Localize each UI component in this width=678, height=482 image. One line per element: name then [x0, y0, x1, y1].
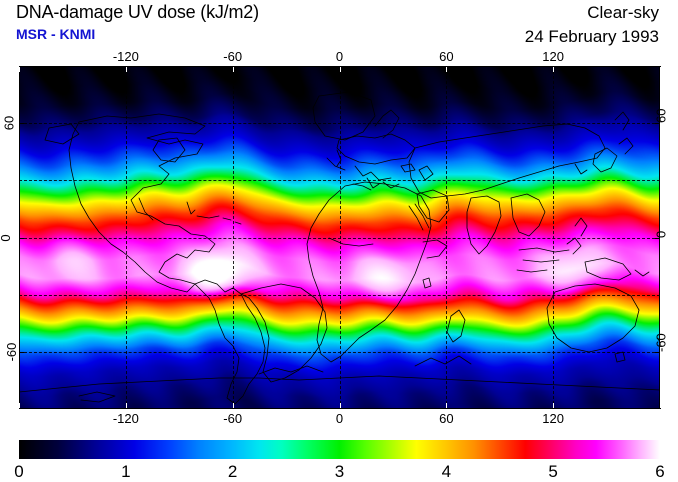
inner-tick-lon--60-bottom: [232, 403, 234, 408]
colorbar: [19, 440, 660, 459]
inner-tick-lon-0-top: [339, 67, 341, 72]
axis-label-left-0: 0: [0, 234, 13, 241]
axis-label-bottom-120: 120: [542, 411, 565, 426]
colorbar-label-5: 5: [548, 462, 558, 481]
inner-tick-lon--60-top: [232, 67, 234, 72]
date-label: 24 February 1993: [524, 27, 659, 46]
inner-tick-lon-120-bottom: [553, 403, 555, 408]
axis-label-bottom-0: 0: [335, 411, 344, 426]
tick-left--60: [19, 351, 24, 353]
inner-tick-lon-0-bottom: [339, 403, 341, 408]
inner-tick-lon--120-top: [125, 67, 127, 72]
axis-label-left-60: 60: [1, 115, 17, 131]
inner-tick-lon-60-bottom: [446, 403, 448, 408]
inner-tick-lon-120-top: [553, 67, 555, 72]
tick-right--60: [655, 351, 660, 353]
axis-label-right-60: 60: [653, 108, 669, 124]
inner-tick-lon--180-top: [19, 67, 20, 72]
axis-label-top--120: -120: [112, 49, 139, 64]
tick-left-60: [19, 123, 24, 125]
tick-right-60: [655, 123, 660, 125]
sky-condition-label: Clear-sky: [587, 3, 659, 22]
axis-label-bottom--60: -60: [223, 411, 243, 426]
colorbar-label-3: 3: [334, 462, 345, 481]
axis-label-bottom-60: 60: [439, 411, 454, 426]
axis-label-left--60: -60: [3, 342, 19, 362]
gridline-lon-0: [339, 66, 341, 409]
gridline-lon-60: [446, 66, 448, 409]
colorbar-label-2: 2: [227, 462, 238, 481]
inner-tick-lon-60-top: [446, 67, 448, 72]
page-title: DNA-damage UV dose (kJ/m2): [16, 2, 259, 22]
inner-tick-lon-180-top: [660, 67, 661, 72]
inner-tick-lon-180-bottom: [660, 403, 661, 408]
axis-label-top-60: 60: [439, 49, 454, 64]
axis-label-top-120: 120: [542, 49, 565, 64]
colorbar-label-6: 6: [655, 462, 665, 481]
inner-tick-lon--120-bottom: [125, 403, 127, 408]
tick-right-0: [655, 237, 660, 239]
axis-label-top--60: -60: [223, 49, 243, 64]
gridline-lon--60: [232, 66, 234, 409]
axis-label-top-0: 0: [335, 49, 344, 64]
coastline-overlay: [19, 66, 660, 409]
gridline-lon-120: [553, 66, 555, 409]
axis-label-right--60: -60: [653, 333, 669, 352]
axis-label-bottom--120: -120: [112, 411, 139, 426]
colorbar-label-4: 4: [441, 462, 452, 481]
colorbar-label-0: 0: [14, 462, 24, 481]
tick-left-0: [19, 237, 24, 239]
map-plot-area: [19, 66, 660, 409]
inner-tick-lon--180-bottom: [19, 403, 20, 408]
gridline-lon--120: [125, 66, 127, 409]
axis-label-right-0: 0: [653, 230, 669, 238]
colorbar-label-1: 1: [121, 462, 131, 481]
data-source-label: MSR - KNMI: [16, 26, 96, 42]
